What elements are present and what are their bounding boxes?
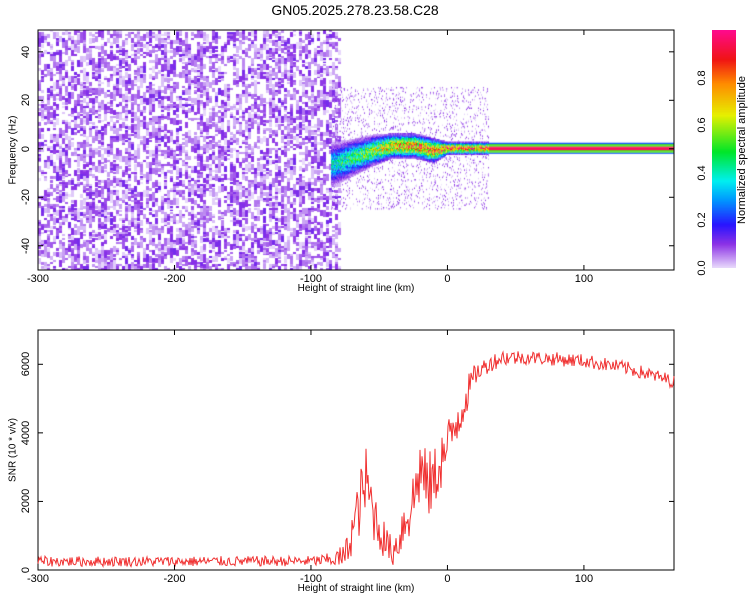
y-tick-label: -40	[20, 237, 32, 254]
x-tick-label: 0	[444, 573, 451, 585]
colorbar-tick-label: 0.4	[696, 165, 708, 181]
colorbar-label: Normalized spectral amplitude	[736, 76, 748, 224]
x-tick-label: 100	[574, 273, 594, 285]
colorbar	[712, 30, 736, 268]
chart-title: GN05.2025.278.23.58.C28	[271, 2, 439, 18]
y-tick-label: -20	[20, 189, 32, 206]
x-tick-label: -300	[26, 573, 50, 585]
snr-line	[37, 350, 675, 569]
x-tick-label: -200	[163, 273, 186, 285]
x-tick-label: -300	[26, 273, 50, 285]
y-tick-label: 0	[20, 145, 32, 152]
bottom-plot-frame	[37, 329, 675, 571]
colorbar-tick-label: 0.6	[696, 117, 708, 133]
y-tick-label: 6000	[20, 352, 32, 377]
top-y-axis-label: Frequency (Hz)	[7, 115, 19, 185]
tick-marks	[37, 30, 674, 571]
x-tick-label: -100	[299, 573, 322, 585]
y-tick-label: 20	[20, 94, 32, 107]
colorbar-tick-label: 0.8	[696, 69, 708, 86]
y-tick-label: 2000	[20, 489, 32, 514]
y-tick-label: 40	[20, 45, 32, 58]
x-tick-label: 0	[444, 273, 451, 285]
y-tick-label: 4000	[20, 420, 32, 446]
top-plot-frame	[37, 29, 675, 271]
x-tick-label: 100	[574, 573, 594, 585]
spectrogram-heatmap	[38, 30, 674, 270]
x-tick-label: -200	[163, 573, 186, 585]
bottom-y-axis-label: SNR (10 * v/v)	[7, 418, 19, 482]
top-x-axis-label: Height of straight line (km)	[297, 283, 415, 294]
colorbar-tick-label: 0.0	[696, 260, 708, 276]
bottom-x-axis-label: Height of straight line (km)	[297, 583, 415, 594]
x-tick-label: -100	[299, 273, 322, 285]
colorbar-tick-label: 0.2	[696, 212, 708, 229]
y-tick-label: 0	[20, 566, 32, 574]
snr-series	[37, 350, 675, 569]
